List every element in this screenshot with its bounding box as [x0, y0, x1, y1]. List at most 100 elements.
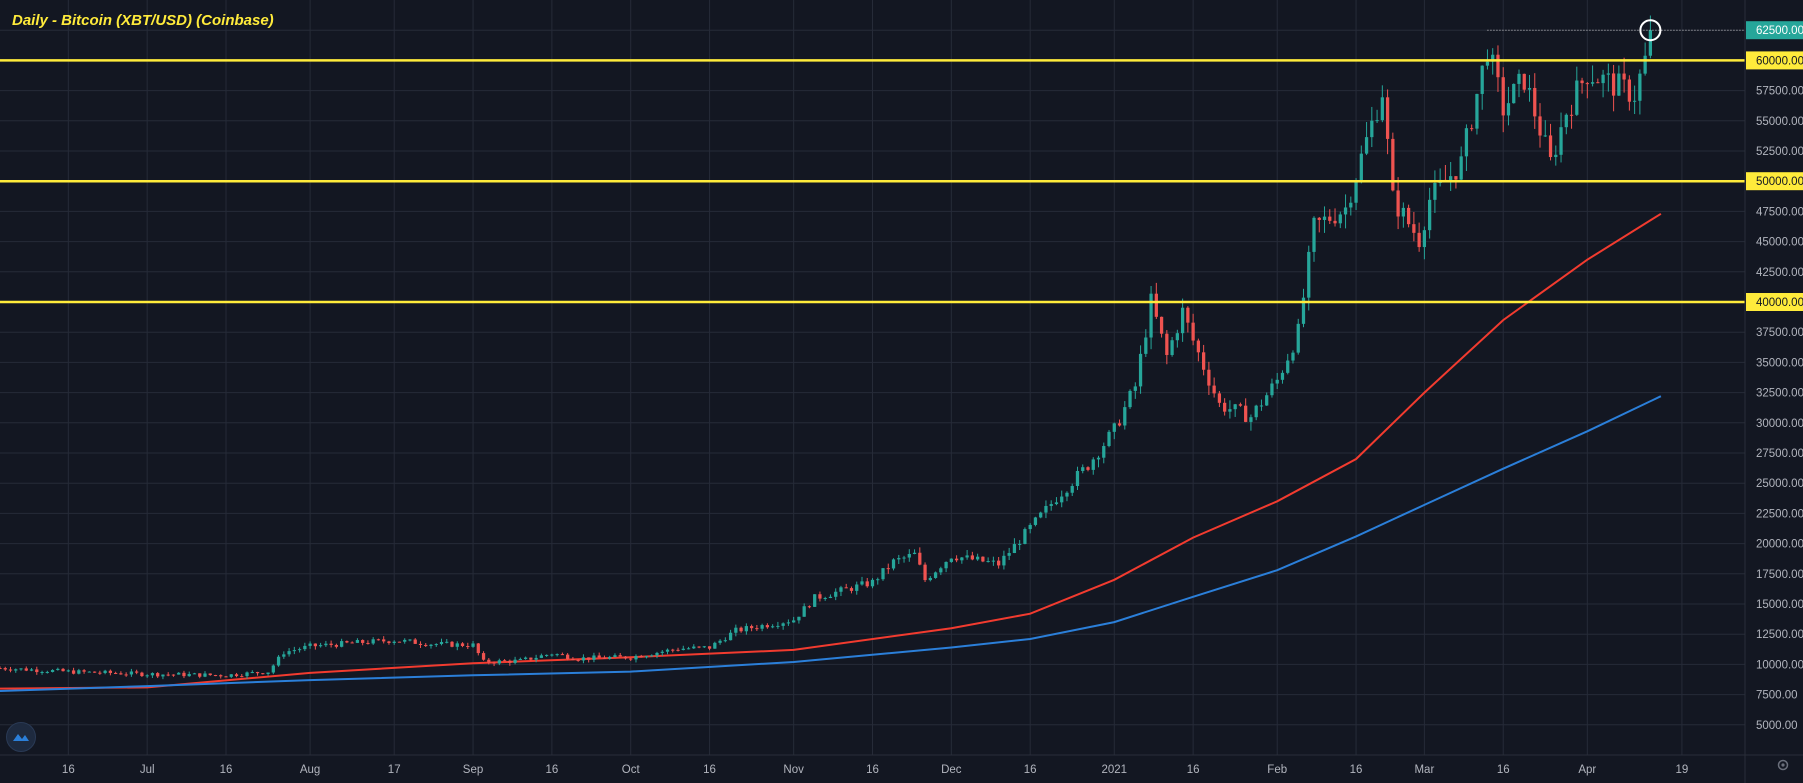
candle-body — [923, 564, 927, 581]
highlight-circle — [1639, 19, 1662, 42]
candle-body — [1554, 154, 1558, 158]
candle-body — [1527, 87, 1532, 90]
candle-body — [1301, 297, 1306, 324]
candle-body — [587, 657, 591, 660]
x-tick-label: Nov — [783, 764, 804, 776]
candle-body — [834, 591, 838, 597]
candle-body — [1191, 322, 1195, 341]
candle-body — [61, 668, 65, 672]
candle-body — [50, 670, 55, 672]
candle-body — [203, 673, 207, 677]
candle-body — [949, 558, 953, 562]
candle-body — [1165, 333, 1169, 355]
candle-body — [297, 649, 302, 651]
candle-body — [434, 644, 438, 646]
candle-body — [686, 648, 691, 650]
x-tick-label: 16 — [62, 764, 75, 776]
candle-body — [639, 656, 643, 658]
candle-body — [234, 674, 239, 677]
candle-body — [1380, 97, 1384, 121]
candle-body — [1370, 120, 1374, 138]
candle-body — [276, 656, 281, 666]
candle-body — [1428, 199, 1432, 231]
candle-body — [755, 628, 759, 630]
candle-body — [1480, 65, 1484, 94]
candle-body — [1012, 544, 1017, 554]
moving-average-lines — [0, 212, 1662, 692]
candle-body — [208, 673, 212, 676]
candle-body — [1322, 216, 1327, 220]
y-tick-label: 35000.00 — [1756, 357, 1803, 369]
candle-body — [1233, 404, 1237, 410]
candle-body — [1007, 553, 1011, 556]
level-price-label: 40000.00 — [1756, 297, 1803, 309]
candle-body — [1433, 182, 1437, 200]
candle-body — [1406, 207, 1411, 225]
price-axis[interactable]: 5000.00 7500.00 10000.00 12500.00 15000.00 17… — [1744, 0, 1803, 783]
x-tick-label: 16 — [703, 764, 716, 776]
candle-body — [229, 674, 233, 677]
candle-body — [760, 625, 764, 629]
candle-body — [1385, 97, 1390, 139]
gear-icon[interactable] — [1775, 757, 1791, 773]
candle-body — [1144, 337, 1148, 354]
candle-body — [303, 645, 307, 650]
candle-body — [702, 646, 706, 648]
candle-body — [1359, 153, 1363, 181]
candle-body — [1627, 79, 1631, 102]
y-tick-label: 7500.00 — [1756, 690, 1798, 702]
candle-body — [881, 568, 885, 580]
candle-body — [445, 641, 449, 643]
y-tick-label: 45000.00 — [1756, 237, 1803, 249]
y-tick-label: 37500.00 — [1756, 327, 1803, 339]
candle-body — [313, 643, 317, 647]
candle-body — [529, 657, 533, 660]
candle-body — [198, 673, 202, 677]
candle-body — [1391, 138, 1395, 191]
candle-body — [1349, 202, 1353, 208]
candle-body — [1212, 385, 1216, 394]
horizontal-levels[interactable] — [0, 59, 1745, 304]
y-tick-label: 32500.00 — [1756, 388, 1803, 400]
candle-body — [1044, 505, 1048, 513]
candle-body — [786, 622, 791, 624]
x-tick-label: Sep — [463, 764, 483, 776]
candle-body — [592, 655, 596, 660]
candle-body — [623, 656, 628, 659]
candle-body — [1033, 517, 1038, 525]
candle-body — [213, 675, 218, 677]
candle-body — [1238, 404, 1243, 406]
candle-body — [392, 641, 396, 643]
y-tick-label: 12500.00 — [1756, 629, 1803, 641]
candle-body — [119, 673, 123, 675]
y-tick-label: 20000.00 — [1756, 539, 1803, 551]
candle-body — [918, 552, 922, 565]
candle-body — [613, 655, 617, 657]
candle-body — [954, 558, 959, 561]
candle-body — [744, 626, 748, 632]
candle-body — [502, 660, 507, 662]
candle-body — [439, 641, 444, 645]
candle-body — [1643, 55, 1647, 74]
candle-body — [550, 654, 554, 656]
candle-body — [1286, 360, 1290, 373]
candle-body — [891, 559, 896, 569]
tradingview-logo-glyph — [13, 734, 29, 741]
candle-body — [602, 657, 607, 659]
candle-body — [650, 655, 654, 657]
candle-body — [1538, 116, 1542, 136]
candle-body — [1506, 103, 1511, 116]
candle-body — [66, 670, 70, 672]
candle-body — [376, 639, 381, 641]
candle-body — [308, 643, 312, 646]
x-tick-label: Oct — [622, 764, 641, 776]
candle-body — [1575, 80, 1579, 115]
candle-body — [1312, 217, 1316, 252]
tradingview-logo-icon[interactable] — [6, 722, 36, 752]
candle-body — [629, 658, 633, 660]
candle-body — [1280, 372, 1285, 380]
candle-body — [1485, 61, 1490, 66]
time-axis[interactable]: 16 Jul 16 Aug 17 Sep 16 Oct 16 Nov 16 Dec 16 2021 16 Fe… — [0, 754, 1803, 776]
